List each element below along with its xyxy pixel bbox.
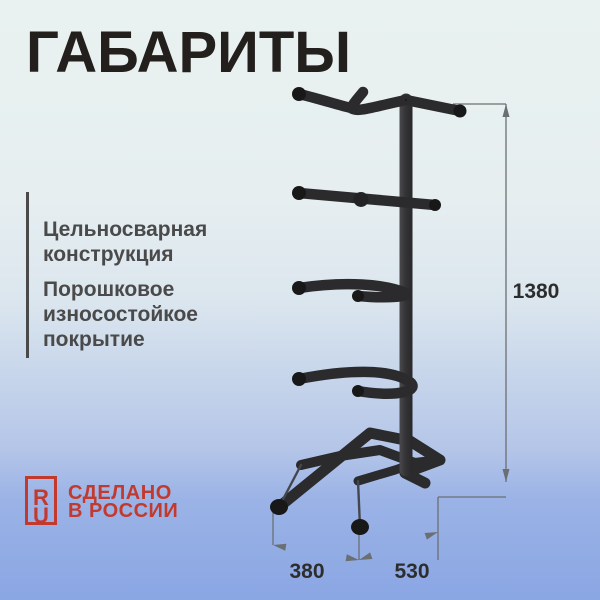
- svg-text:380: 380: [289, 560, 324, 583]
- svg-text:530: 530: [394, 560, 429, 583]
- svg-text:1380: 1380: [513, 280, 560, 303]
